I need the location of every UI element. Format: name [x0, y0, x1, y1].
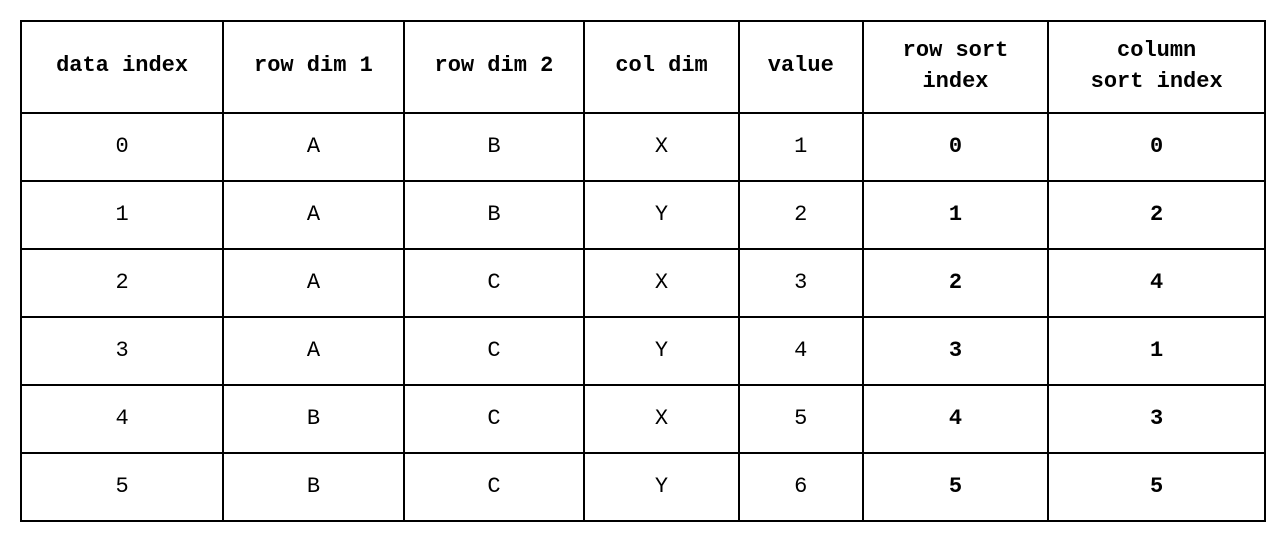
- cell: C: [404, 453, 585, 521]
- header-value: value: [739, 21, 863, 113]
- cell: 3: [739, 249, 863, 317]
- table-row: 3 A C Y 4 3 1: [21, 317, 1265, 385]
- cell: 2: [863, 249, 1049, 317]
- cell: X: [584, 249, 739, 317]
- cell: 0: [863, 113, 1049, 181]
- cell: C: [404, 385, 585, 453]
- cell: 2: [739, 181, 863, 249]
- cell: A: [223, 113, 404, 181]
- cell: X: [584, 113, 739, 181]
- header-col-dim: col dim: [584, 21, 739, 113]
- cell: 0: [21, 113, 223, 181]
- table-header-row: data index row dim 1 row dim 2 col dim v…: [21, 21, 1265, 113]
- cell: 5: [739, 385, 863, 453]
- cell: 4: [739, 317, 863, 385]
- cell: Y: [584, 453, 739, 521]
- table-body: 0 A B X 1 0 0 1 A B Y 2 1 2 2 A C X 3 2 …: [21, 113, 1265, 521]
- cell: 2: [1048, 181, 1265, 249]
- table-row: 0 A B X 1 0 0: [21, 113, 1265, 181]
- cell: B: [223, 385, 404, 453]
- header-row-dim-1: row dim 1: [223, 21, 404, 113]
- cell: A: [223, 181, 404, 249]
- cell: 4: [863, 385, 1049, 453]
- cell: 3: [1048, 385, 1265, 453]
- cell: C: [404, 249, 585, 317]
- cell: C: [404, 317, 585, 385]
- table-row: 4 B C X 5 4 3: [21, 385, 1265, 453]
- cell: A: [223, 249, 404, 317]
- cell: 2: [21, 249, 223, 317]
- data-table: data index row dim 1 row dim 2 col dim v…: [20, 20, 1266, 522]
- table-row: 1 A B Y 2 1 2: [21, 181, 1265, 249]
- header-row-dim-2: row dim 2: [404, 21, 585, 113]
- cell: 5: [21, 453, 223, 521]
- cell: 1: [863, 181, 1049, 249]
- cell: 3: [21, 317, 223, 385]
- cell: 4: [1048, 249, 1265, 317]
- cell: 0: [1048, 113, 1265, 181]
- cell: Y: [584, 181, 739, 249]
- table-row: 2 A C X 3 2 4: [21, 249, 1265, 317]
- cell: X: [584, 385, 739, 453]
- cell: 1: [739, 113, 863, 181]
- cell: B: [404, 113, 585, 181]
- table-row: 5 B C Y 6 5 5: [21, 453, 1265, 521]
- cell: B: [404, 181, 585, 249]
- header-data-index: data index: [21, 21, 223, 113]
- cell: 4: [21, 385, 223, 453]
- header-row-sort-index: row sort index: [863, 21, 1049, 113]
- cell: 5: [863, 453, 1049, 521]
- cell: 3: [863, 317, 1049, 385]
- cell: B: [223, 453, 404, 521]
- cell: Y: [584, 317, 739, 385]
- cell: 1: [21, 181, 223, 249]
- header-column-sort-index: column sort index: [1048, 21, 1265, 113]
- cell: 1: [1048, 317, 1265, 385]
- cell: A: [223, 317, 404, 385]
- cell: 6: [739, 453, 863, 521]
- cell: 5: [1048, 453, 1265, 521]
